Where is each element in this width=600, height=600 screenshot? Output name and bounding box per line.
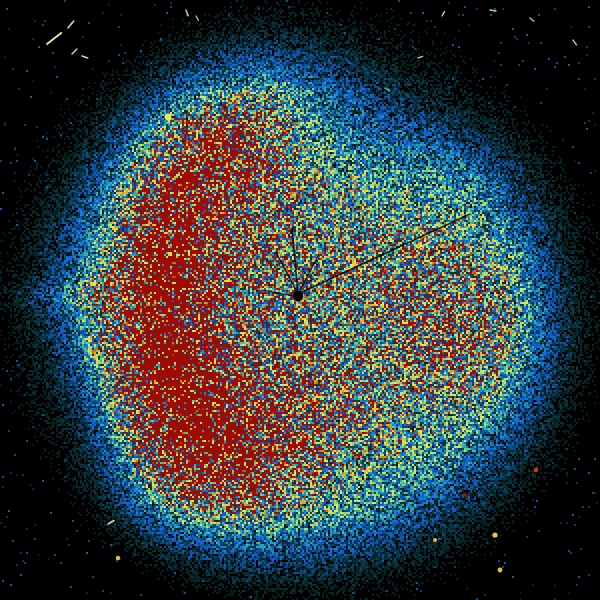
astronomical-intensity-map-canvas xyxy=(0,0,600,600)
image-viewer: False-colour astronomical intensity map xyxy=(0,0,600,600)
